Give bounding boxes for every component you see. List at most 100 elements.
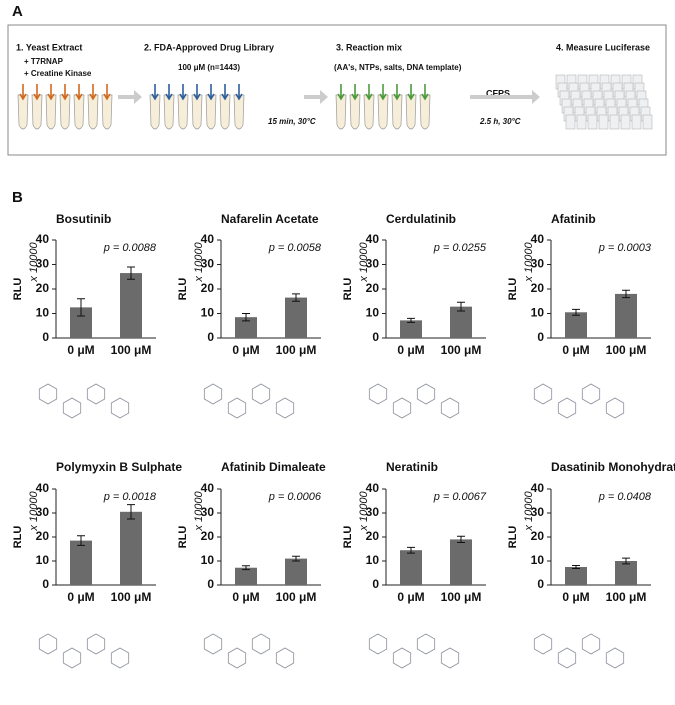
error-bar (572, 308, 580, 316)
y-tick-label: 30 (36, 505, 50, 519)
structure-ring (581, 383, 601, 405)
y-tick-label: 0 (207, 577, 214, 591)
y-tick-label: 20 (366, 281, 380, 295)
y-scale-label: x 10000 (28, 491, 40, 532)
pipette-arrow (379, 84, 387, 101)
y-tick-label: 40 (366, 232, 380, 246)
annotation: p = 0.0018 (103, 491, 157, 503)
pipette-arrow (393, 84, 401, 101)
y-axis-label: RLU (342, 278, 354, 301)
y-tick-label: 10 (201, 553, 215, 567)
error-bar (242, 565, 250, 571)
structure-ring (251, 633, 271, 655)
structure-ring (368, 633, 388, 655)
y-tick-label: 40 (531, 481, 545, 495)
y-axis-label: RLU (342, 526, 354, 549)
error-bar (127, 266, 135, 280)
tube (73, 94, 85, 130)
x-tick-label: 100 μM (606, 343, 647, 357)
y-tick-label: 10 (366, 553, 380, 567)
y-tick-label: 0 (537, 577, 544, 591)
y-tick-label: 20 (531, 281, 545, 295)
bar (120, 273, 142, 338)
bar (615, 561, 637, 585)
error-bar (407, 317, 415, 323)
y-scale-label: x 10000 (193, 242, 205, 283)
tube (163, 94, 175, 130)
y-tick-label: 40 (36, 232, 50, 246)
panel-label: A (12, 3, 23, 20)
x-tick-label: 100 μM (441, 590, 482, 604)
y-tick-label: 40 (201, 481, 215, 495)
step-arrow (118, 90, 142, 104)
tube (405, 94, 417, 130)
structure-ring (557, 397, 577, 419)
step-label: 1. Yeast Extract (16, 42, 82, 52)
structure-ring (110, 397, 130, 419)
x-tick-label: 100 μM (111, 343, 152, 357)
bar (120, 511, 142, 585)
chart-title: Dasatinib Monohydrate (551, 460, 675, 474)
pipette-arrow (47, 84, 55, 101)
annotation: p = 0.0408 (598, 491, 652, 503)
bar (615, 293, 637, 338)
x-tick-label: 100 μM (111, 590, 152, 604)
structure-ring (62, 647, 82, 669)
y-tick-label: 40 (36, 481, 50, 495)
step-label: 3. Reaction mix (336, 42, 402, 52)
y-tick-label: 10 (201, 306, 215, 320)
annotation: p = 0.0003 (598, 242, 652, 254)
y-tick-label: 30 (36, 257, 50, 271)
annotation: p = 0.0255 (433, 242, 487, 254)
structure-ring (38, 633, 58, 655)
y-axis-label: RLU (12, 278, 24, 301)
step-note: 2.5 h, 30°C (479, 117, 521, 126)
structure-ring (62, 397, 82, 419)
x-tick-label: 0 μM (67, 590, 94, 604)
panel-b-charts: Bosutinib p = 0.0088 RLU x 10000 0 10 20 30 40 0 … (12, 212, 675, 669)
structure-ring (533, 633, 553, 655)
structure-ring (557, 647, 577, 669)
chart-title: Bosutinib (56, 212, 111, 226)
pipette-arrow (365, 84, 373, 101)
structure-ring (86, 633, 106, 655)
bar (400, 550, 422, 585)
pipette-arrow (407, 84, 415, 101)
tube (335, 94, 347, 130)
y-tick-label: 10 (36, 553, 50, 567)
pipette-arrow (207, 84, 215, 101)
pipette-arrow (421, 84, 429, 101)
error-bar (457, 535, 465, 544)
panel-a-box (7, 24, 667, 156)
structure-ring (440, 647, 460, 669)
y-tick-label: 20 (36, 281, 50, 295)
error-bar (622, 557, 630, 565)
structure-ring (392, 647, 412, 669)
y-tick-label: 0 (207, 330, 214, 344)
y-scale-label: x 10000 (523, 491, 535, 532)
structure-ring (110, 647, 130, 669)
structure-ring (440, 397, 460, 419)
tube (31, 94, 43, 130)
plate-well (631, 114, 642, 130)
y-tick-label: 10 (366, 306, 380, 320)
step-note: CFPS (486, 88, 510, 98)
y-scale-label: x 10000 (523, 242, 535, 283)
y-tick-label: 20 (201, 529, 215, 543)
annotation: p = 0.0006 (268, 491, 322, 503)
tube (191, 94, 203, 130)
tube (17, 94, 29, 130)
error-bar (77, 298, 85, 317)
bar (450, 306, 472, 338)
y-tick-label: 40 (201, 232, 215, 246)
x-tick-label: 0 μM (232, 343, 259, 357)
error-bar (292, 555, 300, 562)
bar (565, 312, 587, 338)
x-tick-label: 100 μM (441, 343, 482, 357)
plate-well (565, 114, 576, 130)
x-tick-label: 100 μM (276, 343, 317, 357)
y-tick-label: 10 (531, 553, 545, 567)
chart-title: Cerdulatinib (386, 212, 456, 226)
x-tick-label: 0 μM (562, 590, 589, 604)
plate-well (598, 114, 609, 130)
